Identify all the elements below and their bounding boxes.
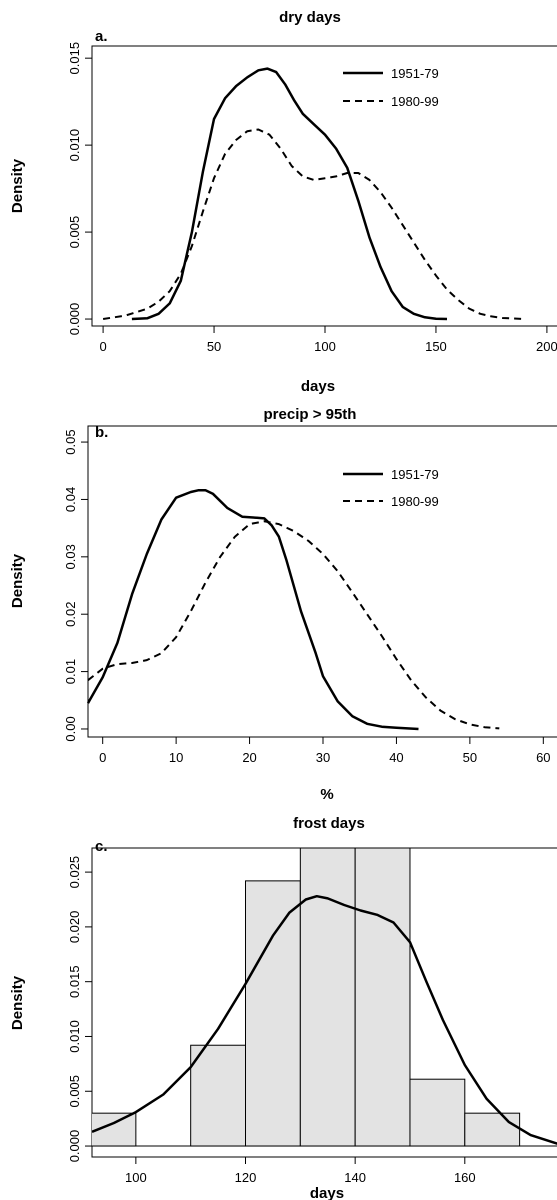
series-group xyxy=(102,67,525,321)
y-tick-label: 0.03 xyxy=(63,544,78,569)
series-line-1951-79 xyxy=(131,67,448,321)
chart-panel-precip-95th: precip > 95th b. % Density 0 10 20 30 40 50 60… xyxy=(9,406,557,803)
x-tick-label: 100 xyxy=(314,339,336,354)
y-axis-label: Density xyxy=(9,158,26,213)
legend-label-1951-79: 1951-79 xyxy=(391,66,439,81)
legend-label-1980-99: 1980-99 xyxy=(391,494,439,509)
series-line-1980-99 xyxy=(102,128,525,320)
y-tick-label: 0.015 xyxy=(67,965,82,998)
y-tick-label: 0.015 xyxy=(67,42,82,75)
chart-title: dry days xyxy=(279,9,341,26)
panel-label: a. xyxy=(95,28,108,45)
x-tick-label: 30 xyxy=(316,750,330,765)
x-tick-label: 60 xyxy=(536,750,550,765)
x-ticks: 100 120 140 160 xyxy=(125,1157,476,1185)
y-axis-label: Density xyxy=(9,975,26,1030)
y-tick-label: 0.02 xyxy=(63,602,78,627)
y-tick-label: 0.010 xyxy=(67,1020,82,1053)
legend-label-1980-99: 1980-99 xyxy=(391,94,439,109)
x-tick-label: 200 xyxy=(536,339,557,354)
y-tick-label: 0.025 xyxy=(67,856,82,889)
x-tick-label: 120 xyxy=(235,1170,257,1185)
y-tick-label: 0.020 xyxy=(67,911,82,944)
x-tick-label: 100 xyxy=(125,1170,147,1185)
histogram-bar xyxy=(245,880,301,1147)
x-tick-label: 40 xyxy=(389,750,403,765)
plot-frame xyxy=(91,45,557,327)
series-group xyxy=(86,489,500,731)
legend: 1951-79 1980-99 xyxy=(343,467,439,509)
series-line-1951-79 xyxy=(86,489,419,731)
series-group xyxy=(91,894,557,1145)
x-tick-label: 0 xyxy=(99,339,106,354)
histogram-bar xyxy=(299,848,356,1147)
y-tick-label: 0.000 xyxy=(67,1130,82,1163)
x-axis-label: days xyxy=(301,378,335,395)
y-tick-label: 0.005 xyxy=(67,1075,82,1108)
histogram-bar xyxy=(464,1112,521,1147)
chart-title: frost days xyxy=(293,815,365,832)
y-axis-label: Density xyxy=(9,553,26,608)
histogram-bar xyxy=(354,848,411,1147)
plot-frame xyxy=(87,425,557,738)
chart-title: precip > 95th xyxy=(264,406,357,423)
y-tick-label: 0.005 xyxy=(67,216,82,249)
y-ticks: 0.00 0.01 0.02 0.03 0.04 0.05 xyxy=(63,429,88,742)
y-tick-label: 0.010 xyxy=(67,129,82,162)
x-tick-label: 0 xyxy=(99,750,106,765)
x-tick-label: 50 xyxy=(207,339,221,354)
x-axis-label: % xyxy=(320,786,333,803)
histogram-bar xyxy=(190,1044,247,1147)
y-ticks: 0.000 0.005 0.010 0.015 xyxy=(67,42,92,335)
y-tick-label: 0.05 xyxy=(63,429,78,454)
legend-label-1951-79: 1951-79 xyxy=(391,467,439,482)
y-ticks: 0.000 0.005 0.010 0.015 0.020 0.025 xyxy=(67,856,92,1162)
y-tick-label: 0.00 xyxy=(63,716,78,741)
density-curve xyxy=(91,894,557,1145)
histogram-bar xyxy=(92,1112,137,1147)
x-ticks: 0 10 20 30 40 50 60 xyxy=(99,737,551,765)
x-tick-label: 140 xyxy=(344,1170,366,1185)
legend: 1951-79 1980-99 xyxy=(343,66,439,109)
series-line-1980-99 xyxy=(87,520,500,730)
x-tick-label: 150 xyxy=(425,339,447,354)
x-axis-label: days xyxy=(310,1185,344,1200)
x-tick-label: 10 xyxy=(169,750,183,765)
histogram-bar xyxy=(409,1078,466,1147)
x-ticks: 0 50 100 150 200 xyxy=(99,326,557,354)
chart-panel-dry-days: dry days a. days Density 0 50 100 150 200 0.… xyxy=(9,9,557,395)
x-tick-label: 20 xyxy=(242,750,256,765)
panel-label: b. xyxy=(95,424,108,441)
y-tick-label: 0.000 xyxy=(67,303,82,336)
panel-label: c. xyxy=(95,838,108,855)
x-tick-label: 50 xyxy=(463,750,477,765)
y-tick-label: 0.04 xyxy=(63,487,78,512)
chart-panel-frost-days: frost days c. days Density 100 120 140 160 … xyxy=(9,815,557,1200)
y-tick-label: 0.01 xyxy=(63,659,78,684)
x-tick-label: 160 xyxy=(454,1170,476,1185)
